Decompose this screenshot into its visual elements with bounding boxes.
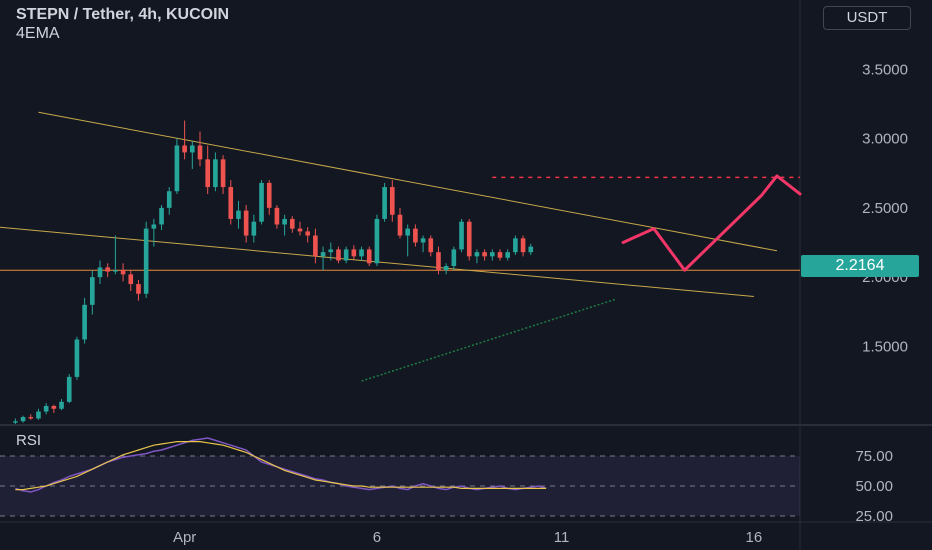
currency-button[interactable]: USDT [823, 6, 911, 30]
candle-body [305, 231, 310, 236]
candle-body [20, 417, 26, 422]
candle-body [151, 224, 157, 229]
ema-line [361, 298, 616, 382]
candle-body [51, 405, 57, 409]
rsi-label[interactable]: RSI [16, 432, 42, 449]
candle-body [274, 207, 280, 225]
candle-body [490, 252, 495, 257]
candle-body [428, 238, 434, 253]
symbol-title[interactable]: STEPN / Tether, 4h, KUCOIN [16, 6, 230, 23]
candle-body [290, 218, 295, 229]
projection-arrow [621, 174, 802, 272]
candle-body [313, 235, 318, 257]
candle-body [205, 159, 210, 188]
candle-body [390, 187, 395, 215]
candle-body [336, 249, 341, 261]
price-tick-label: 3.0000 [862, 131, 908, 148]
rsi-tick-label: 50.00 [855, 478, 893, 495]
candle-body [213, 159, 218, 188]
candle-body [105, 267, 110, 272]
candle-body [397, 214, 403, 236]
candle-body [382, 187, 387, 219]
candle-body [436, 252, 441, 271]
candle-body [66, 376, 72, 402]
candle-body [420, 238, 426, 243]
candle-body [513, 238, 518, 253]
candle-body [251, 221, 257, 236]
candle-body [143, 228, 149, 294]
candle-body [28, 417, 34, 419]
candle-body [497, 252, 503, 258]
candle-body [366, 249, 372, 264]
candle-body [282, 218, 287, 225]
candle-body [182, 145, 187, 153]
candle-body [228, 187, 234, 219]
candle-body [528, 246, 534, 253]
rsi-tick-label: 25.00 [855, 508, 893, 525]
candle-body [459, 221, 464, 250]
candle-body [82, 304, 87, 340]
candle-body [505, 252, 510, 258]
rsi-ma-line [15, 441, 547, 491]
time-tick-label: 11 [554, 529, 570, 546]
candle-body [190, 145, 195, 153]
candle-body [320, 252, 326, 257]
candle-body [328, 249, 334, 253]
candle-body [74, 339, 80, 377]
candle-body [413, 228, 418, 243]
candle-body [136, 284, 141, 294]
candle-body [90, 277, 95, 305]
candle-body [474, 252, 480, 257]
candle-body [220, 159, 226, 188]
candle-body [43, 405, 49, 412]
price-tick-label: 2.5000 [862, 200, 908, 217]
candle-body [59, 401, 64, 409]
candle-body [520, 238, 526, 253]
last-price-tag: 2.2164 [801, 255, 919, 277]
candle-body [374, 218, 380, 264]
price-tick-label: 1.5000 [862, 338, 908, 355]
candle-body [197, 145, 203, 160]
candle-body [13, 421, 18, 423]
candle-body [443, 266, 449, 271]
candle-body [36, 411, 41, 419]
candle-body [97, 267, 103, 278]
indicator-label[interactable]: 4EMA [16, 25, 60, 42]
candle-body [113, 270, 118, 272]
candle-body [120, 270, 126, 275]
candle-body [236, 210, 241, 219]
candle-body [266, 182, 272, 208]
time-tick-label: 16 [746, 529, 763, 546]
time-tick-label: Apr [173, 529, 196, 546]
price-tick-label: 3.5000 [862, 61, 908, 78]
candle-body [351, 249, 357, 257]
candle-body [343, 249, 349, 261]
candle-body [297, 228, 303, 232]
candle-body [482, 252, 487, 257]
candle-body [466, 221, 472, 257]
candle-body [174, 145, 180, 192]
time-tick-label: 6 [373, 529, 381, 546]
rsi-tick-label: 75.00 [855, 448, 893, 465]
candle-body [405, 228, 410, 236]
candle-body [359, 249, 364, 257]
candle-body [128, 274, 134, 285]
candle-body [243, 210, 249, 236]
candle-body [451, 249, 457, 267]
candle-body [259, 182, 264, 222]
candle-body [159, 207, 164, 225]
candle-body [166, 191, 172, 208]
